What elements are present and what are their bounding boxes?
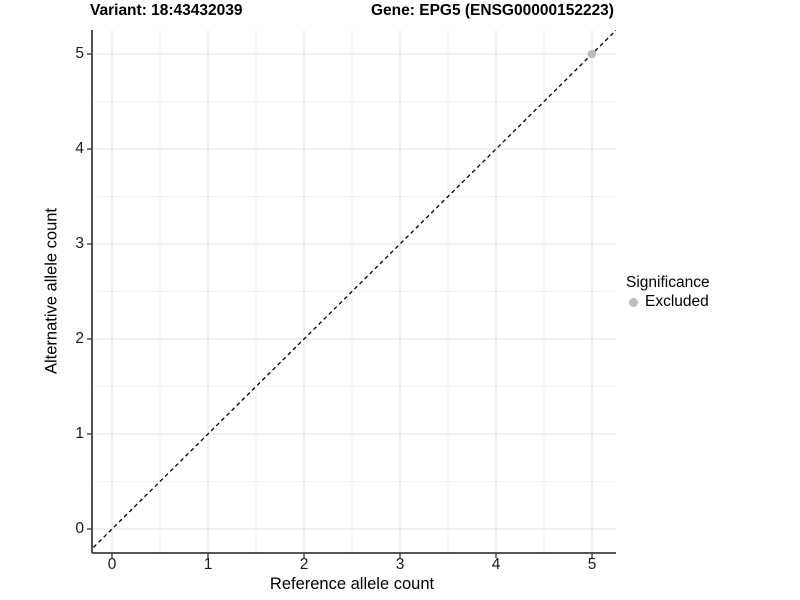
y-tick-label: 0 <box>75 520 84 537</box>
x-tick-label: 0 <box>107 556 117 573</box>
legend: Significance Excluded <box>626 274 796 311</box>
x-tick-label: 4 <box>491 556 501 573</box>
y-tick-label: 2 <box>75 330 84 347</box>
plot-title-gene: Gene: EPG5 (ENSG00000152223) <box>371 2 614 19</box>
legend-key <box>626 294 641 311</box>
legend-title: Significance <box>626 274 710 291</box>
excluded-point-icon <box>629 297 638 307</box>
x-axis-title: Reference allele count <box>269 575 435 593</box>
legend-item-label: Excluded <box>645 293 709 310</box>
x-tick-label: 1 <box>203 556 213 573</box>
x-tick-label: 3 <box>395 556 405 573</box>
legend-item-excluded: Excluded <box>626 293 796 311</box>
plot-canvas <box>87 30 616 558</box>
data-point-excluded <box>587 49 597 59</box>
y-tick-label: 4 <box>75 140 84 157</box>
y-tick-label: 1 <box>75 425 84 442</box>
plot-title-variant: Variant: 18:43432039 <box>90 2 243 19</box>
x-tick-label: 2 <box>299 556 309 573</box>
x-tick-label: 5 <box>587 556 597 573</box>
y-tick-label: 3 <box>75 235 84 252</box>
y-axis-title: Alternative allele count <box>42 207 61 375</box>
y-tick-label: 5 <box>75 45 84 62</box>
identity-dashed-line <box>92 30 616 550</box>
